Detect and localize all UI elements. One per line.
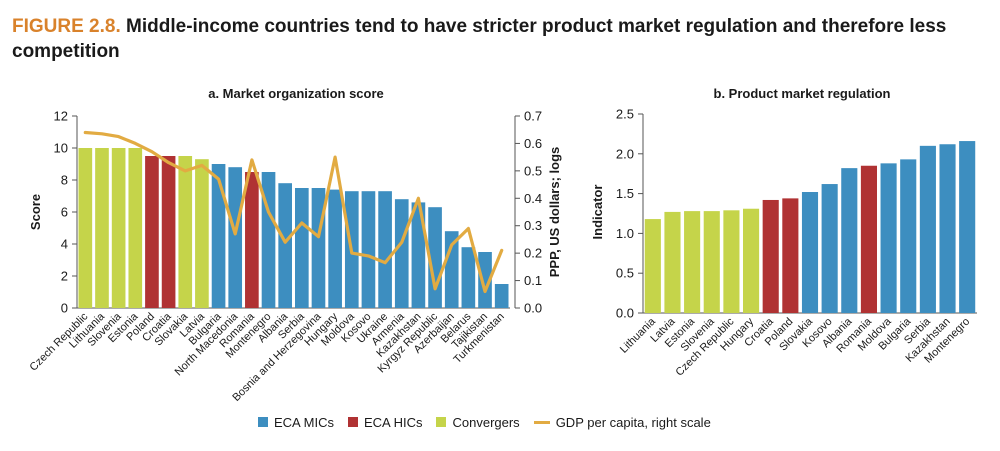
chart-a-y-tick-label: 10 [54,141,68,156]
chart-a-bar [195,159,209,308]
chart-b-bar [743,208,760,313]
figure-title-text: Middle-income countries tend to have str… [12,16,947,62]
chart-a-y2label: PPP, US dollars; logs [547,147,562,278]
chart-a-y2-tick-label: 0.2 [524,246,542,261]
chart-a-bar [311,188,326,308]
chart-a-y-tick-label: 2 [61,269,68,284]
chart-b-y-tick-label: 2.0 [616,146,634,161]
chart-a-bar [211,164,226,308]
chart-b-bar [939,144,956,313]
chart-b-bar [880,163,897,313]
legend-item: Convergers [436,414,520,430]
chart-b-bar [841,168,858,313]
chart-b-bar [821,184,838,313]
chart-b-bar [762,199,779,313]
legend-label: Convergers [452,414,520,430]
legend-label: ECA HICs [363,414,423,430]
chart-a-y2-tick-label: 0.7 [524,109,542,124]
chart-a-bar [161,156,176,308]
chart-a-y2-tick-label: 0.0 [524,301,542,316]
chart-a-gdp-line [83,130,504,294]
chart-a-bar [494,284,509,308]
chart-b-bar [801,192,819,313]
chart-a-title: a. Market organization score [208,86,384,101]
chart-b-ylabel: Indicator [590,185,605,240]
legend-swatch [533,420,550,424]
chart-a-ylabel: Score [28,194,43,230]
legend-swatch [347,417,358,427]
chart-b-title: b. Product market regulation [714,86,891,101]
chart-b-y-tick-label: 0.0 [616,306,634,321]
chart-a-bar [245,172,259,308]
chart-a-bar [145,156,159,308]
chart-a-bar [178,156,193,308]
chart-a-y-tick-label: 0 [61,301,68,316]
chart-b-y-tick-label: 1.5 [616,186,634,201]
chart-b-bar [900,159,917,313]
chart-b-bar [959,141,976,313]
chart-b-bar [723,210,740,313]
chart-a-bar [461,247,476,308]
chart-b-bar [664,211,681,313]
chart-b-bar [684,211,701,313]
chart-a-bar [95,148,109,308]
figure-title: FIGURE 2.8. Middle-income countries tend… [12,14,972,64]
chart-a-bar [128,148,143,308]
legend-item: ECA HICs [347,414,423,430]
chart-a-y2-tick-label: 0.1 [524,273,542,288]
chart-a-y-tick-label: 8 [61,173,68,188]
legend-label: GDP per capita, right scale [555,414,711,430]
chart-b-bar [919,145,936,313]
chart-a-y-tick-label: 12 [54,109,68,124]
chart-a-bar [478,252,492,308]
legend-swatch [436,417,447,427]
chart-b-y-tick-label: 0.5 [616,266,634,281]
legend-label: ECA MICs [274,414,334,430]
chart-a-y-tick-label: 6 [61,205,68,220]
chart-a-bar [378,191,392,308]
chart-a-bar [294,188,309,308]
chart-b-y-tick-label: 1.0 [616,226,634,241]
chart-product-market-regulation: b. Product market regulation Indicator 0… [590,86,977,379]
chart-a-bar [361,191,376,308]
chart-b-bar [860,165,877,313]
legend: ECA MICs ECA HICs Convergers GDP per capita… [258,412,725,432]
chart-b-bar [782,198,799,313]
chart-a-bar [278,183,293,308]
chart-a-y2-tick-label: 0.4 [524,191,542,206]
figure-label: FIGURE 2.8. [12,16,121,37]
chart-a-bar [111,148,126,308]
legend-item: GDP per capita, right scale [533,414,711,430]
chart-a-y-tick-label: 4 [61,237,68,252]
chart-b-bar [703,211,720,313]
chart-a-bar [328,189,342,308]
chart-a-y2-tick-label: 0.5 [524,163,542,178]
chart-a-bar [228,167,243,308]
chart-a-bar [78,148,93,308]
legend-swatch [258,417,268,427]
chart-a-bar [394,199,409,308]
chart-a-y2-tick-label: 0.3 [524,218,542,233]
chart-a-y2-tick-label: 0.6 [524,136,542,151]
chart-a-bar [411,202,426,308]
chart-b-y-tick-label: 2.5 [616,107,634,122]
legend-item: ECA MICs [258,415,334,430]
chart-market-organization: a. Market organization score Score PPP, … [27,86,562,404]
chart-b-bar [644,219,661,313]
